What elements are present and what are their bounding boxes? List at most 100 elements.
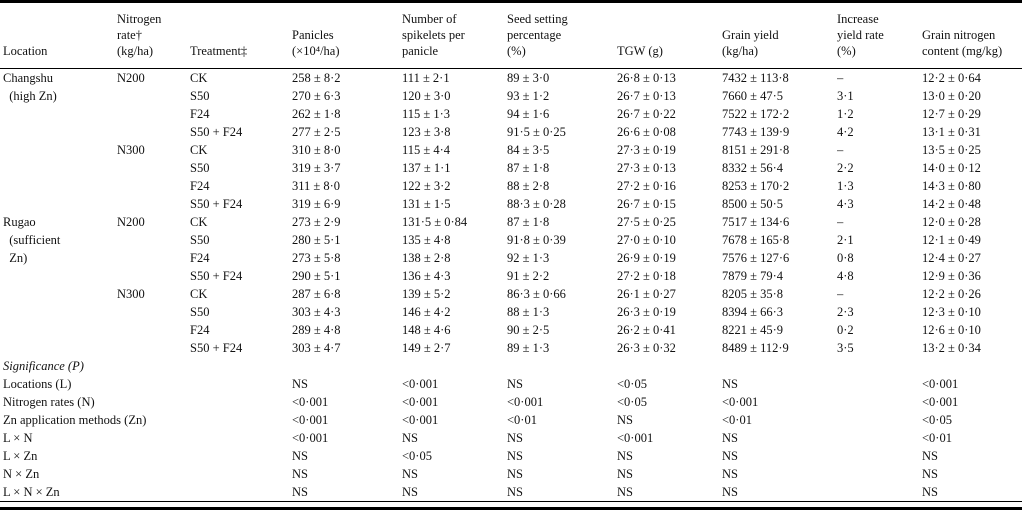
value-cell: 26·7 ± 0·15: [617, 197, 676, 211]
header-grain-yield: Grain yield (kg/ha): [722, 5, 837, 69]
value-cell: –: [837, 215, 844, 229]
significance-value-cell: [837, 393, 922, 411]
value-cell: 2·2: [837, 161, 854, 175]
header-nitrogen-rate: Nitrogen rate† (kg/ha): [117, 5, 190, 69]
table-row: S50 + F24 319 ± 6·9 131 ± 1·5 88·3 ± 0·28 26…: [0, 195, 1022, 213]
location-cell: Zn): [3, 251, 28, 265]
significance-value-cell: [837, 375, 922, 393]
treatment-cell: S50: [190, 89, 210, 103]
nitrogen-rate-cell: [117, 249, 190, 267]
value-cell: 136 ± 4·3: [402, 269, 451, 283]
table-row: S50 303 ± 4·3 146 ± 4·2 88 ± 1·3 26·3 ± 0·19…: [0, 303, 1022, 321]
value-cell: 3·1: [837, 89, 854, 103]
nitrogen-rate-cell: [117, 159, 190, 177]
treatment-cell: CK: [190, 143, 208, 157]
significance-label: L × N × Zn: [3, 485, 60, 499]
significance-value-cell: NS: [722, 467, 738, 481]
value-cell: 26·2 ± 0·41: [617, 323, 676, 337]
significance-value-cell: NS: [617, 485, 633, 499]
significance-value-cell: <0·05: [617, 377, 647, 391]
value-cell: 280 ± 5·1: [292, 233, 341, 247]
value-cell: 7522 ± 172·2: [722, 107, 790, 121]
value-cell: 7432 ± 113·8: [722, 71, 789, 85]
table-row: Rugao N200 CK 273 ± 2·9 131·5 ± 0·84 87 ± 1·8…: [0, 213, 1022, 231]
value-cell: 86·3 ± 0·66: [507, 287, 566, 301]
header-increase-yield-rate: Increase yield rate (%): [837, 5, 922, 69]
value-cell: 12·3 ± 0·10: [922, 305, 981, 319]
value-cell: 289 ± 4·8: [292, 323, 341, 337]
nitrogen-rate-cell: [117, 87, 190, 105]
significance-value-cell: NS: [617, 449, 633, 463]
value-cell: 1·2: [837, 107, 854, 121]
treatment-cell: F24: [190, 179, 210, 193]
location-cell: [0, 339, 117, 357]
header-panicles: Panicles (×10⁴/ha): [292, 5, 402, 69]
table-row: S50 + F24 303 ± 4·7 149 ± 2·7 89 ± 1·3 26·3 …: [0, 339, 1022, 357]
value-cell: 94 ± 1·6: [507, 107, 550, 121]
table-row: F24 262 ± 1·8 115 ± 1·3 94 ± 1·6 26·7 ± 0·22…: [0, 105, 1022, 123]
value-cell: 7743 ± 139·9: [722, 125, 790, 139]
significance-row: Locations (L) NS <0·001 NS <0·05 NS <0·001: [0, 375, 1022, 393]
significance-value-cell: NS: [507, 467, 523, 481]
value-cell: 91·8 ± 0·39: [507, 233, 566, 247]
table-row: N300 CK 310 ± 8·0 115 ± 4·4 84 ± 3·5 27·3 ± 0…: [0, 141, 1022, 159]
value-cell: 12·6 ± 0·10: [922, 323, 981, 337]
value-cell: 290 ± 5·1: [292, 269, 341, 283]
treatment-cell: CK: [190, 287, 208, 301]
value-cell: 12·0 ± 0·28: [922, 215, 981, 229]
location-cell: [0, 303, 117, 321]
value-cell: 8394 ± 66·3: [722, 305, 784, 319]
significance-value-cell: NS: [617, 467, 633, 481]
value-cell: 8253 ± 170·2: [722, 179, 790, 193]
value-cell: 91 ± 2·2: [507, 269, 550, 283]
significance-value-cell: <0·001: [617, 431, 654, 445]
value-cell: 148 ± 4·6: [402, 323, 451, 337]
significance-label: L × Zn: [3, 449, 38, 463]
treatment-cell: S50: [190, 305, 210, 319]
significance-value-cell: <0·001: [402, 377, 439, 391]
significance-value-cell: NS: [292, 377, 308, 391]
value-cell: 7576 ± 127·6: [722, 251, 790, 265]
significance-value-cell: NS: [922, 485, 938, 499]
value-cell: 0·2: [837, 323, 854, 337]
significance-value-cell: NS: [922, 467, 938, 481]
significance-value-cell: NS: [292, 485, 308, 499]
significance-value-cell: NS: [402, 431, 418, 445]
value-cell: 1·3: [837, 179, 854, 193]
value-cell: 115 ± 4·4: [402, 143, 451, 157]
value-cell: 93 ± 1·2: [507, 89, 550, 103]
value-cell: 84 ± 3·5: [507, 143, 550, 157]
value-cell: 12·2 ± 0·26: [922, 287, 981, 301]
significance-value-cell: <0·001: [722, 395, 759, 409]
value-cell: 131·5 ± 0·84: [402, 215, 468, 229]
value-cell: 12·7 ± 0·29: [922, 107, 981, 121]
value-cell: 319 ± 6·9: [292, 197, 341, 211]
value-cell: 27·3 ± 0·19: [617, 143, 676, 157]
value-cell: 277 ± 2·5: [292, 125, 341, 139]
value-cell: 27·3 ± 0·13: [617, 161, 676, 175]
nitrogen-rate-cell: N200: [117, 71, 145, 85]
value-cell: 4·3: [837, 197, 854, 211]
value-cell: 27·2 ± 0·18: [617, 269, 676, 283]
location-cell: Changshu: [3, 71, 53, 85]
table-row: S50 + F24 277 ± 2·5 123 ± 3·8 91·5 ± 0·25 26…: [0, 123, 1022, 141]
significance-value-cell: NS: [922, 449, 938, 463]
nitrogen-rate-cell: [117, 123, 190, 141]
value-cell: 7517 ± 134·6: [722, 215, 790, 229]
value-cell: 8332 ± 56·4: [722, 161, 784, 175]
table-row: F24 289 ± 4·8 148 ± 4·6 90 ± 2·5 26·2 ± 0·41…: [0, 321, 1022, 339]
value-cell: 13·5 ± 0·25: [922, 143, 981, 157]
value-cell: 7879 ± 79·4: [722, 269, 784, 283]
header-location: Location: [0, 5, 117, 69]
significance-value-cell: <0·001: [507, 395, 544, 409]
value-cell: 319 ± 3·7: [292, 161, 341, 175]
nitrogen-rate-cell: [117, 267, 190, 285]
value-cell: 89 ± 1·3: [507, 341, 550, 355]
table-row: S50 + F24 290 ± 5·1 136 ± 4·3 91 ± 2·2 27·2 …: [0, 267, 1022, 285]
significance-value-cell: <0·001: [922, 377, 959, 391]
value-cell: 88·3 ± 0·28: [507, 197, 566, 211]
significance-title-row: Significance (P): [0, 357, 1022, 375]
value-cell: 310 ± 8·0: [292, 143, 341, 157]
significance-value-cell: NS: [507, 449, 523, 463]
significance-row: L × Zn NS <0·05 NS NS NS NS: [0, 447, 1022, 465]
